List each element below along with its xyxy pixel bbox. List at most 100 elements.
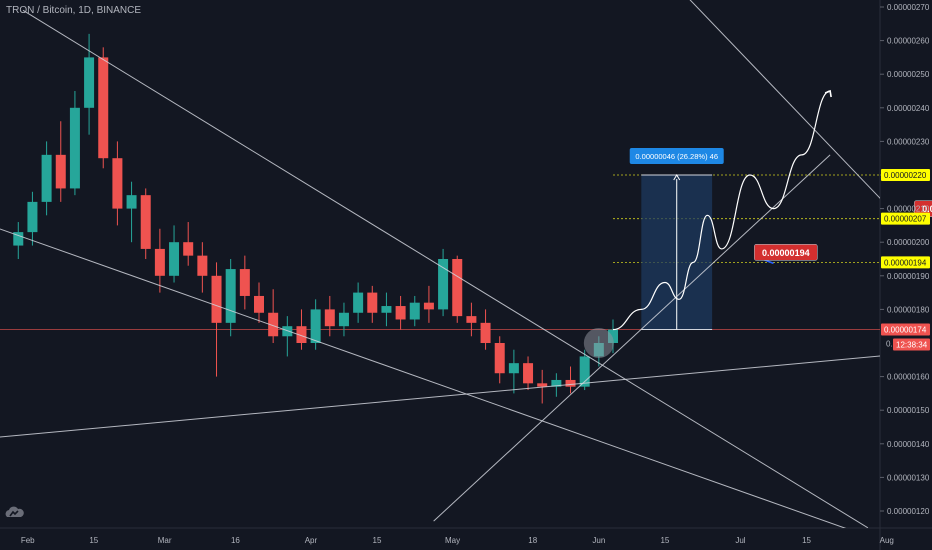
callout-box bbox=[914, 200, 932, 217]
candle-up bbox=[409, 302, 420, 320]
candle-down bbox=[239, 269, 250, 296]
level-price-value: 0.00000194 bbox=[884, 258, 927, 267]
candle-down bbox=[452, 259, 463, 317]
candle-up bbox=[282, 326, 293, 337]
time-tick-label: 16 bbox=[231, 536, 240, 545]
measure-arrow-head bbox=[673, 174, 681, 181]
price-tick-label: 0.00000150 bbox=[887, 406, 930, 415]
candle-down bbox=[254, 295, 264, 313]
trendline bbox=[433, 154, 831, 522]
time-tick-label: 15 bbox=[660, 536, 669, 545]
trendline bbox=[689, 0, 880, 199]
last-price-badge bbox=[881, 323, 930, 336]
candle-down bbox=[480, 322, 491, 343]
candle-down bbox=[523, 363, 534, 384]
candle-down bbox=[296, 326, 307, 343]
callout-label: 0.00000194 bbox=[762, 248, 810, 258]
candle-down bbox=[268, 312, 279, 337]
candle-down bbox=[211, 275, 222, 323]
price-tick-label: 0.00000250 bbox=[887, 70, 930, 79]
candle-down bbox=[466, 316, 477, 323]
candle-up bbox=[338, 312, 349, 327]
candle-up bbox=[608, 329, 618, 343]
price-tick-label: 0.00000260 bbox=[887, 37, 930, 46]
time-tick-label: Jul bbox=[735, 536, 745, 545]
callout-label: 0.00000207 bbox=[922, 204, 932, 214]
countdown-badge bbox=[893, 338, 930, 351]
candle-down bbox=[197, 255, 208, 276]
candle-up bbox=[551, 379, 562, 387]
time-tick-label: 15 bbox=[373, 536, 382, 545]
time-tick-label: Jun bbox=[592, 536, 605, 545]
price-tick-label: 0.00000180 bbox=[887, 305, 930, 314]
measure-label-box bbox=[629, 148, 724, 164]
time-tick-label: 18 bbox=[528, 536, 537, 545]
candle-down bbox=[565, 379, 576, 387]
candle-up bbox=[84, 57, 95, 108]
time-tick-label: Aug bbox=[880, 536, 894, 545]
candle-down bbox=[367, 292, 378, 313]
breakout-highlight-circle bbox=[583, 328, 614, 358]
countdown-prefix: 0. bbox=[886, 340, 893, 349]
candle-up bbox=[27, 201, 38, 233]
candle-up bbox=[579, 356, 590, 387]
level-price-badge bbox=[881, 256, 930, 269]
price-tick-label: 0.00000240 bbox=[887, 104, 930, 113]
time-tick-label: Feb bbox=[21, 536, 35, 545]
candle-up bbox=[508, 363, 519, 374]
price-tick-label: 0.00000200 bbox=[887, 238, 930, 247]
measure-tool[interactable]: 0.00000046 (26.28%) 46 bbox=[629, 148, 724, 331]
level-price-value: 0.00000207 bbox=[884, 215, 927, 224]
candle-up bbox=[310, 309, 321, 343]
candle-up bbox=[225, 269, 236, 323]
trendline bbox=[0, 228, 847, 528]
last-price-value: 0.00000174 bbox=[884, 326, 927, 335]
trendline bbox=[0, 355, 880, 438]
tradingview-logo-icon bbox=[5, 506, 24, 517]
price-tick-label: 0.00000230 bbox=[887, 137, 930, 146]
candle-down bbox=[494, 343, 505, 374]
time-tick-label: Mar bbox=[158, 536, 172, 545]
price-tick-label: 0.00000130 bbox=[887, 473, 930, 482]
time-tick-label: 15 bbox=[89, 536, 98, 545]
price-tick-label: 0.00000140 bbox=[887, 440, 930, 449]
candle-down bbox=[112, 158, 123, 209]
projection-curve bbox=[612, 90, 831, 331]
candle-up bbox=[41, 154, 52, 202]
candle-up bbox=[169, 242, 180, 276]
price-axis[interactable]: 0.00000270 0.00000260 0.00000250 0.00000240… bbox=[880, 3, 930, 516]
candle-up bbox=[381, 306, 392, 313]
candle-down bbox=[423, 302, 434, 310]
projection-arrow-head bbox=[824, 89, 832, 98]
level-price-value: 0.00000220 bbox=[884, 171, 927, 180]
price-tick-label: 0.00000210 bbox=[887, 205, 930, 214]
candle-down bbox=[324, 309, 335, 327]
candle-down bbox=[154, 248, 165, 276]
time-tick-label: 15 bbox=[802, 536, 811, 545]
candle-up bbox=[69, 107, 80, 189]
candle-up bbox=[13, 232, 24, 246]
countdown-value: 12:38:34 bbox=[896, 341, 928, 350]
level-price-badge bbox=[881, 212, 930, 225]
level-price-badge bbox=[881, 169, 930, 181]
measure-label: 0.00000046 (26.28%) 46 bbox=[635, 152, 718, 161]
callout-box bbox=[754, 244, 818, 261]
candle-up bbox=[353, 292, 364, 313]
candle-down bbox=[140, 195, 151, 249]
candle-down bbox=[395, 306, 406, 320]
candle-down bbox=[537, 383, 548, 387]
time-axis[interactable]: Feb15Mar16Apr15May18Jun15Jul15Aug17Sep15… bbox=[21, 536, 932, 545]
trendlines[interactable] bbox=[0, 0, 932, 535]
price-tick-label: 0.00000190 bbox=[887, 272, 930, 281]
time-tick-label: Apr bbox=[305, 536, 318, 545]
candle-down bbox=[55, 154, 66, 189]
trendline bbox=[22, 9, 869, 528]
candle-down bbox=[98, 57, 109, 159]
candle-up bbox=[126, 195, 137, 209]
candle-up bbox=[438, 259, 449, 310]
candle-down bbox=[183, 242, 194, 256]
price-tick-label: 0.00000270 bbox=[887, 3, 930, 12]
